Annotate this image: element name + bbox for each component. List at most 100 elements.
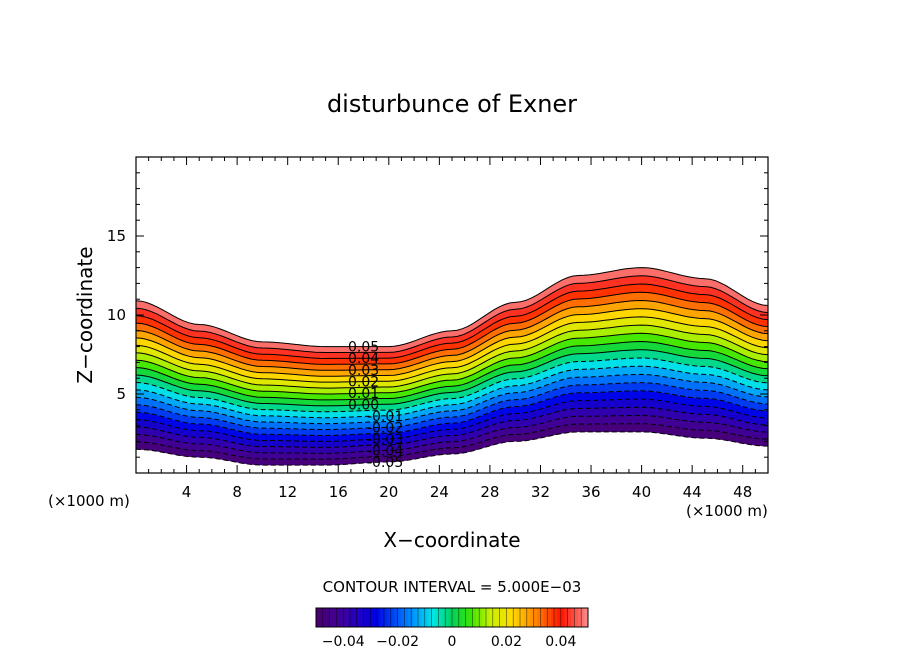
contour-line bbox=[136, 299, 768, 371]
colorbar-segment bbox=[438, 608, 443, 627]
contour-label: -0.01 bbox=[367, 409, 403, 425]
y-tick-label: 10 bbox=[107, 306, 126, 324]
contour-line bbox=[136, 390, 768, 436]
colorbar-segment bbox=[377, 608, 381, 627]
colorbar-segment bbox=[472, 608, 477, 627]
colorbar-segment bbox=[550, 608, 555, 627]
contour-line bbox=[136, 415, 768, 454]
y-axis-ticks: 5 10 15 bbox=[107, 172, 768, 458]
colorbar-segment bbox=[319, 608, 324, 627]
y-tick-label: 15 bbox=[107, 227, 126, 245]
contour-line bbox=[136, 406, 768, 448]
colorbar-segment bbox=[435, 608, 439, 627]
contour-label: -0.05 bbox=[367, 455, 403, 471]
colorbar-segment bbox=[499, 608, 504, 627]
colorbar-segment bbox=[407, 608, 412, 627]
colorbar-segment bbox=[567, 608, 572, 627]
colorbar-segment bbox=[475, 608, 480, 627]
contour-label: 0.02 bbox=[348, 375, 379, 391]
colorbar-segment bbox=[367, 608, 371, 627]
colorbar-segment bbox=[465, 608, 470, 627]
x-unit-left: (×1000 m) bbox=[48, 492, 130, 510]
contour-line bbox=[136, 349, 768, 407]
colorbar-segment bbox=[356, 608, 361, 627]
colorbar-segment bbox=[489, 608, 494, 627]
contour-line bbox=[136, 291, 768, 365]
contour-line bbox=[136, 324, 768, 389]
colorbar-segment bbox=[547, 608, 551, 627]
colorbar-segment bbox=[584, 608, 589, 627]
colorbar-segment bbox=[452, 608, 456, 627]
colorbar-tick-label: −0.02 bbox=[376, 634, 419, 650]
colorbar-tick-label: 0.02 bbox=[491, 634, 522, 650]
colorbar-segment bbox=[350, 608, 354, 627]
colorbar-segment bbox=[557, 608, 562, 627]
x-tick-label: 20 bbox=[379, 483, 398, 501]
contour-line bbox=[136, 340, 768, 401]
colorbar-segment bbox=[418, 608, 422, 627]
contour-line bbox=[136, 365, 768, 419]
x-tick-label: 12 bbox=[278, 483, 297, 501]
colorbar-tick-label: 0 bbox=[448, 634, 457, 650]
contour-line bbox=[136, 332, 768, 395]
x-tick-label: 36 bbox=[581, 483, 600, 501]
x-axis-label: X−coordinate bbox=[383, 528, 520, 552]
colorbar-segment bbox=[322, 608, 327, 627]
colorbar-segment bbox=[353, 608, 358, 627]
colorbar-segment bbox=[543, 608, 548, 627]
colorbar-segment bbox=[411, 608, 415, 627]
colorbar-segment bbox=[462, 608, 466, 627]
contour-interval-text: CONTOUR INTERVAL = 5.000E−03 bbox=[323, 578, 582, 596]
colorbar-segment bbox=[516, 608, 521, 627]
x-tick-label: 4 bbox=[182, 483, 192, 501]
colorbar-segment bbox=[316, 608, 320, 627]
colorbar bbox=[315, 607, 589, 628]
colorbar-tick-label: 0.04 bbox=[545, 634, 576, 650]
x-unit-right: (×1000 m) bbox=[686, 502, 768, 520]
colorbar-segment bbox=[496, 608, 500, 627]
colorbar-segment bbox=[574, 608, 579, 627]
y-tick-label: 5 bbox=[116, 385, 126, 403]
colorbar-segment bbox=[469, 608, 473, 627]
colorbar-segment bbox=[571, 608, 575, 627]
x-tick-label: 8 bbox=[232, 483, 242, 501]
y-axis-label: Z−coordinate bbox=[73, 246, 97, 383]
colorbar-segment bbox=[363, 608, 368, 627]
contour-line bbox=[136, 275, 768, 353]
colorbar-segment bbox=[390, 608, 395, 627]
contour-label: -0.04 bbox=[367, 443, 403, 459]
colorbar-segment bbox=[339, 608, 344, 627]
contour-line bbox=[136, 316, 768, 383]
colorbar-segment bbox=[560, 608, 565, 627]
colorbar-segment bbox=[387, 608, 392, 627]
colorbar-segment bbox=[346, 608, 351, 627]
contour-labels: 0.050.040.030.020.010.00-0.01-0.02-0.03-… bbox=[348, 340, 403, 471]
contour-line bbox=[136, 267, 768, 348]
colorbar-segment bbox=[537, 608, 541, 627]
colorbar-segment bbox=[577, 608, 582, 627]
colorbar-segment bbox=[384, 608, 388, 627]
x-tick-label: 48 bbox=[733, 483, 752, 501]
colorbar-segment bbox=[581, 608, 585, 627]
contour-line bbox=[136, 382, 768, 431]
colorbar-segment bbox=[564, 608, 568, 627]
x-axis-ticks: 4 8 12 16 20 24 28 32 36 40 44 48 bbox=[148, 157, 756, 501]
contour-label: 0.04 bbox=[348, 351, 379, 367]
colorbar-segment bbox=[523, 608, 528, 627]
colorbar-segment bbox=[431, 608, 436, 627]
colorbar-frame bbox=[315, 607, 589, 628]
chart-title: disturbunce of Exner bbox=[327, 90, 577, 118]
x-tick-label: 28 bbox=[480, 483, 499, 501]
colorbar-segment bbox=[530, 608, 534, 627]
colorbar-segment bbox=[373, 608, 378, 627]
colorbar-segment bbox=[421, 608, 426, 627]
contour-label: 0.03 bbox=[348, 363, 379, 379]
colorbar-segment bbox=[428, 608, 432, 627]
colorbar-segment bbox=[448, 608, 453, 627]
colorbar-segment bbox=[458, 608, 463, 627]
contour-label: 0.01 bbox=[348, 386, 379, 402]
colorbar-tick-label: −0.04 bbox=[322, 634, 365, 650]
contour-lines bbox=[136, 267, 768, 466]
